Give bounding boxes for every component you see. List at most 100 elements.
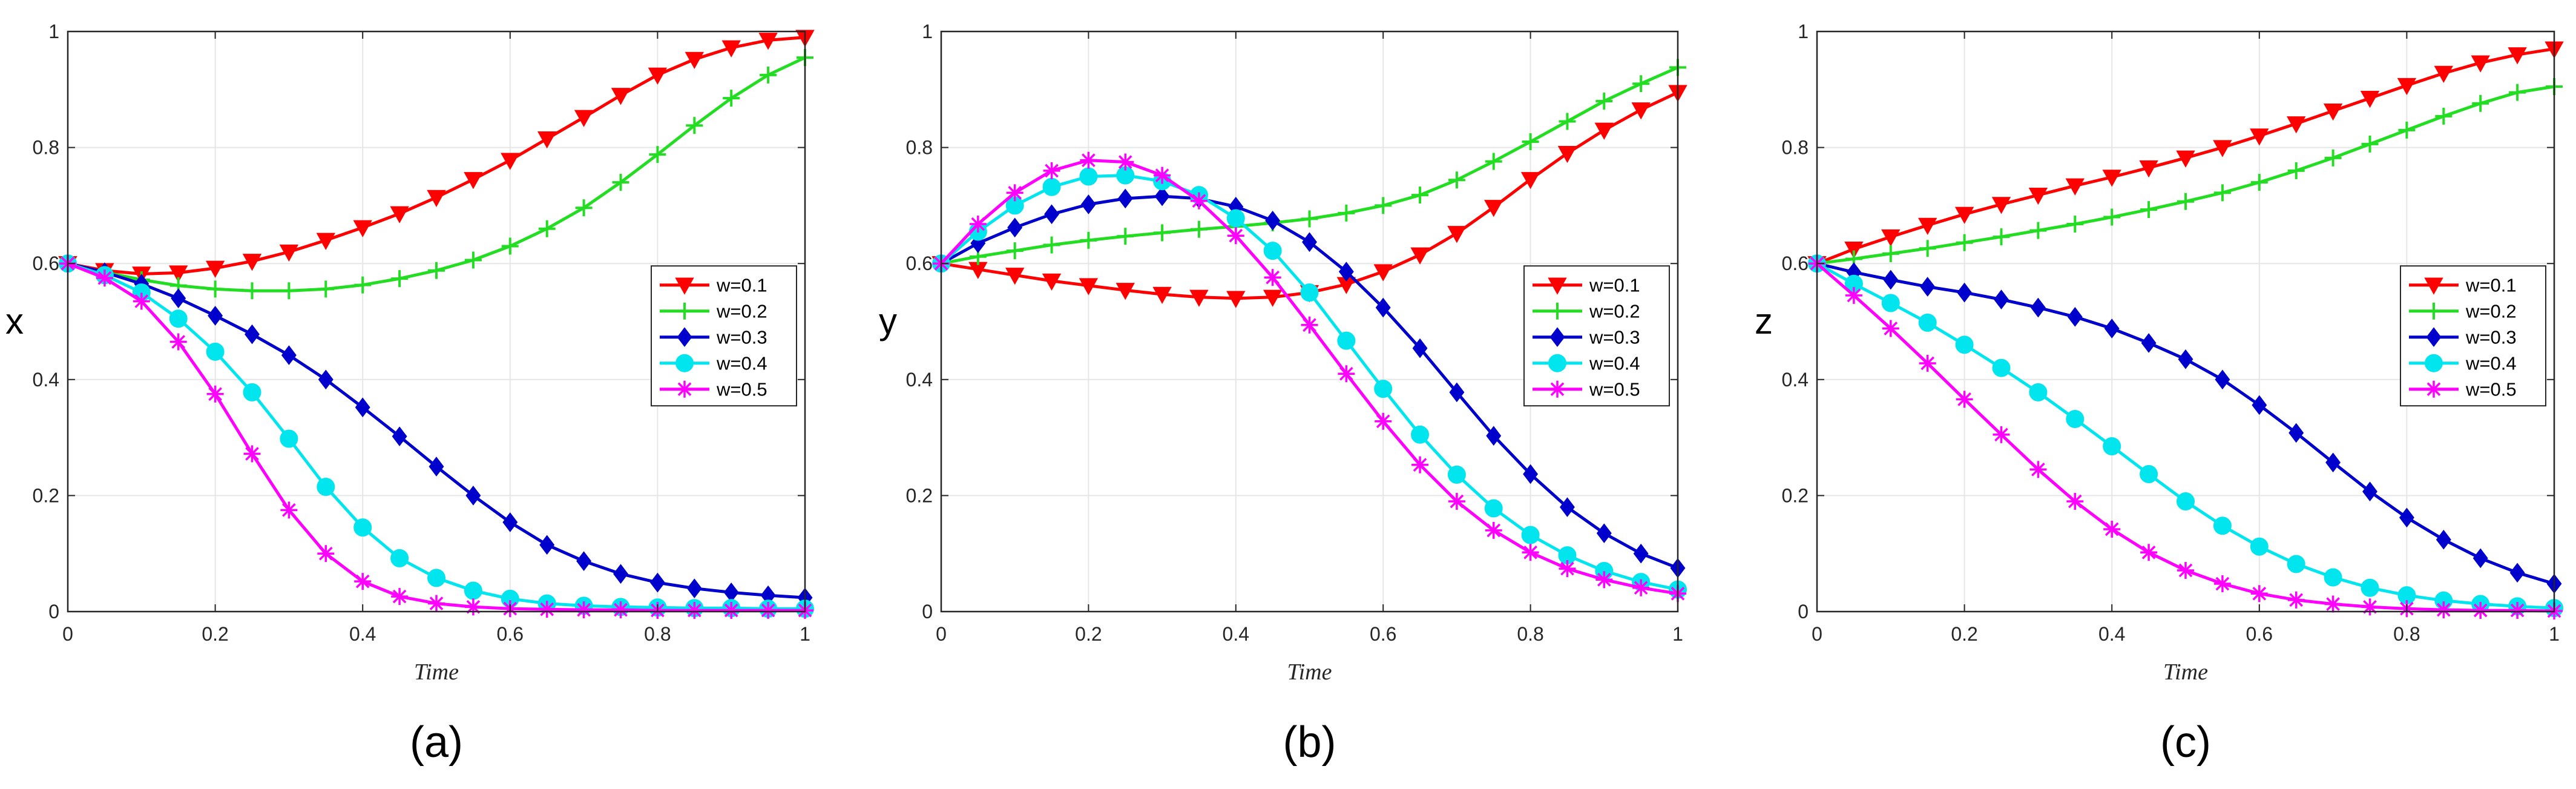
x-tick-label: 0.4 [2098, 623, 2125, 645]
x-tick-label: 0.4 [349, 623, 376, 645]
data-point [1375, 197, 1392, 214]
legend-marker [675, 277, 694, 295]
x-tick-label: 0.8 [2393, 623, 2420, 645]
data-point [1006, 242, 1024, 260]
data-point [2472, 602, 2489, 619]
data-point [1043, 236, 1060, 254]
data-point [2065, 178, 2085, 196]
data-point [1154, 167, 1171, 184]
panel-caption: (b) [1283, 718, 1336, 767]
data-point [1844, 242, 1864, 259]
data-point [1227, 227, 1244, 245]
data-point [1484, 200, 1503, 217]
data-point [537, 131, 557, 149]
x-tick-label: 0.8 [1517, 623, 1543, 645]
series-w=0.4 [932, 166, 1687, 599]
legend-item: w=0.4 [2409, 353, 2517, 374]
data-point [1632, 75, 1650, 93]
legend-marker [677, 327, 692, 348]
data-point [1079, 167, 1098, 186]
data-point [1301, 210, 1318, 228]
data-point [760, 602, 777, 619]
data-point [1559, 497, 1575, 517]
data-point [243, 445, 261, 463]
data-point [427, 569, 445, 587]
data-point [317, 280, 335, 298]
data-point [2066, 409, 2085, 428]
x-tick-label: 0.6 [2246, 623, 2273, 645]
data-point [169, 309, 188, 328]
data-point [2140, 544, 2158, 561]
data-point [1919, 240, 1936, 257]
data-point [2067, 306, 2083, 327]
data-point [501, 153, 520, 170]
legend-marker [2425, 354, 2443, 372]
x-axis-label: Time [2163, 659, 2208, 685]
data-point [318, 369, 334, 390]
data-point [2250, 585, 2268, 602]
data-point [1881, 294, 1900, 312]
legend-item: w=0.5 [1533, 379, 1640, 400]
data-point [758, 33, 778, 50]
data-point [2398, 121, 2416, 139]
legend-marker [2426, 327, 2442, 348]
data-point [96, 269, 113, 287]
data-point [2250, 174, 2268, 191]
legend-marker [1548, 354, 1566, 372]
data-point [1375, 297, 1391, 318]
data-point [1005, 268, 1025, 285]
y-tick-label: 0.2 [906, 484, 933, 506]
data-point [2361, 578, 2379, 597]
data-point [428, 262, 445, 279]
data-point [464, 598, 482, 616]
data-point [1265, 210, 1281, 231]
data-point [169, 265, 188, 283]
data-point [575, 601, 593, 619]
data-point [1521, 526, 1540, 544]
series-w=0.3 [933, 186, 1686, 578]
data-point [2104, 319, 2120, 338]
data-point [1594, 122, 1614, 140]
y-tick-label: 1 [48, 21, 59, 42]
data-point [2287, 591, 2305, 609]
data-point [1956, 391, 1973, 408]
legend-label: w=0.1 [716, 275, 767, 296]
legend-item: w=0.1 [1533, 275, 1640, 296]
data-point [501, 237, 519, 255]
data-point [613, 564, 628, 584]
data-point [1957, 282, 1973, 303]
legend-item: w=0.3 [660, 327, 767, 348]
data-point [2250, 537, 2269, 556]
data-point [2360, 90, 2380, 108]
data-point [316, 233, 335, 250]
data-point [1043, 162, 1060, 179]
legend-label: w=0.2 [716, 301, 767, 322]
legend-marker [1548, 277, 1567, 295]
data-point [649, 572, 665, 593]
data-point [1523, 464, 1539, 484]
data-point [1522, 544, 1539, 561]
y-tick-label: 1 [1798, 21, 1809, 42]
data-point [2140, 464, 2158, 483]
y-tick-label: 0.8 [906, 137, 933, 159]
data-point [169, 333, 187, 351]
data-point [391, 588, 409, 606]
legend-item: w=0.5 [2409, 379, 2517, 400]
data-point [354, 573, 372, 590]
data-point [1301, 316, 1318, 334]
legend-item: w=0.3 [2409, 327, 2517, 348]
data-point [317, 545, 335, 563]
data-point [2399, 507, 2414, 528]
data-point [390, 206, 409, 223]
legend-item: w=0.1 [660, 275, 767, 296]
y-tick-label: 0 [48, 601, 59, 622]
data-point [2397, 78, 2417, 96]
data-point [2287, 162, 2305, 179]
data-point [2028, 187, 2048, 205]
data-point [464, 172, 483, 190]
data-point [1263, 289, 1283, 307]
data-point [2472, 94, 2489, 112]
x-tick-label: 0 [1812, 623, 1822, 645]
data-point [1955, 335, 1974, 354]
data-point [1154, 186, 1170, 206]
